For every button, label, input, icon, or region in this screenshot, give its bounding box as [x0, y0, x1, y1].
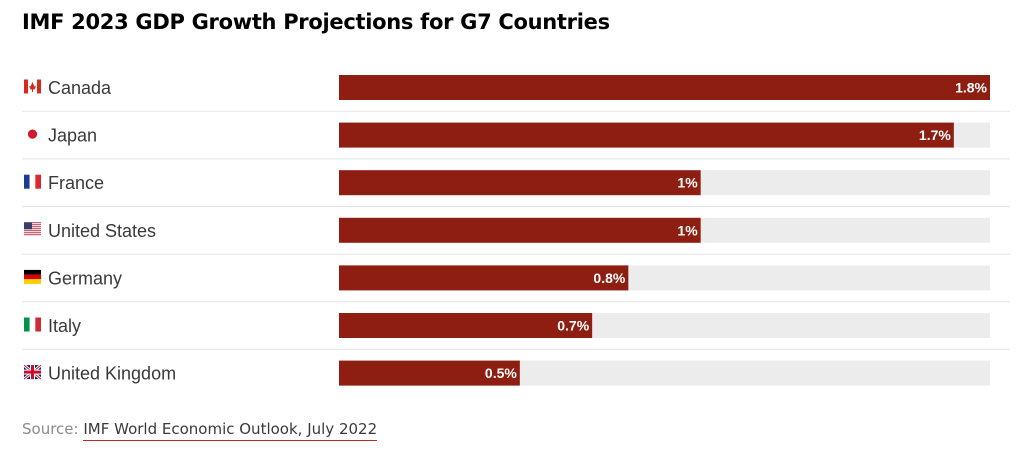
value-label: 1% — [677, 222, 698, 238]
value-label: 0.5% — [485, 365, 517, 381]
bar-row: United States 1% — [22, 217, 1010, 255]
bar — [339, 360, 520, 386]
bar — [339, 75, 990, 100]
bar — [339, 217, 701, 243]
source-note: Source: IMF World Economic Outlook, July… — [22, 420, 378, 441]
japan-flag-icon — [27, 129, 38, 139]
category-label: Germany — [48, 268, 122, 288]
uk-flag-icon — [23, 363, 42, 381]
value-label: 1% — [677, 175, 698, 191]
category-label: Japan — [48, 126, 97, 146]
bar-row: Italy 0.7% — [22, 313, 1010, 350]
bar-row: France 1% — [22, 170, 1010, 207]
category-label: France — [48, 173, 104, 193]
value-label: 0.7% — [557, 318, 589, 334]
source-link[interactable]: IMF World Economic Outlook, July 2022 — [83, 420, 378, 441]
canada-flag-icon — [24, 79, 41, 94]
bar — [339, 122, 954, 148]
germany-flag-icon — [24, 269, 41, 284]
bar-row: United Kingdom 0.5% — [23, 360, 990, 386]
bar — [339, 265, 629, 291]
category-label: Italy — [48, 316, 81, 336]
bar-row: Canada 1.8% — [22, 75, 1010, 112]
chart-title: IMF 2023 GDP Growth Projections for G7 C… — [22, 10, 610, 34]
value-label: 1.8% — [955, 80, 987, 96]
bar — [339, 313, 593, 338]
category-label: United States — [48, 221, 156, 241]
bar-row: Japan 1.7% — [22, 122, 1010, 160]
category-label: Canada — [48, 78, 112, 98]
category-label: United Kingdom — [48, 364, 176, 384]
italy-flag-icon — [24, 317, 41, 332]
usa-flag-icon — [24, 222, 41, 237]
value-label: 1.7% — [919, 127, 951, 143]
bar-chart: Canada 1.8%Japan 1.7%France 1%United States… — [22, 75, 1010, 386]
value-label: 0.8% — [593, 270, 625, 286]
bar — [339, 170, 701, 196]
source-prefix: Source: — [22, 420, 79, 438]
france-flag-icon — [24, 174, 41, 189]
bar-row: Germany 0.8% — [22, 265, 1010, 303]
